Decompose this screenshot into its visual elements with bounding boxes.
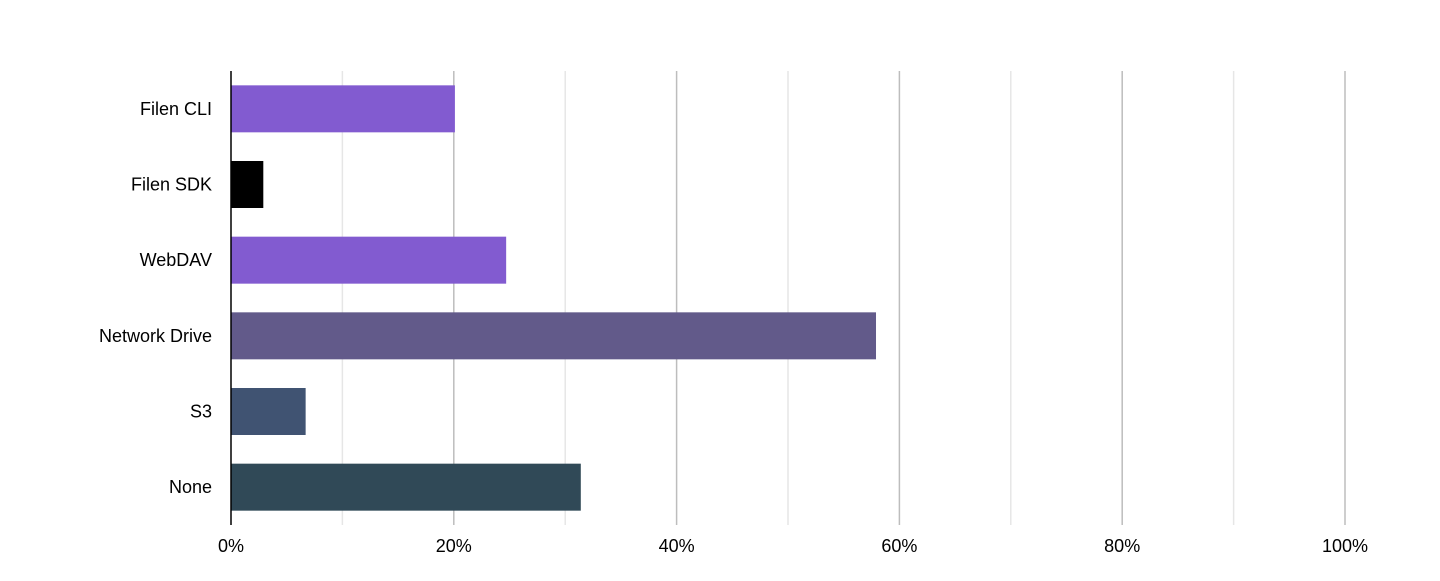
category-label: Filen CLI	[140, 99, 212, 119]
bar-s3	[231, 388, 306, 435]
x-tick-label: 40%	[659, 536, 695, 556]
category-label: Network Drive	[99, 326, 212, 346]
x-tick-label: 60%	[881, 536, 917, 556]
bar-filen-cli	[231, 85, 455, 133]
x-tick-labels: 0% 20% 40% 60% 80% 100%	[218, 536, 1368, 556]
x-tick-label: 100%	[1322, 536, 1368, 556]
gridlines	[341, 71, 1346, 525]
bar-network-drive	[231, 312, 877, 360]
x-tick-label: 80%	[1104, 536, 1140, 556]
category-labels: Filen CLI Filen SDK WebDAV Network Drive S3 N…	[99, 99, 212, 497]
bars	[231, 85, 877, 511]
category-label: Filen SDK	[131, 175, 212, 195]
bar-filen-sdk	[231, 161, 264, 208]
category-label: None	[169, 477, 212, 497]
category-label: S3	[190, 402, 212, 422]
x-tick-label: 20%	[436, 536, 472, 556]
x-tick-label: 0%	[218, 536, 244, 556]
category-label: WebDAV	[140, 250, 212, 270]
bar-none	[231, 463, 581, 511]
bar-webdav	[231, 236, 507, 284]
